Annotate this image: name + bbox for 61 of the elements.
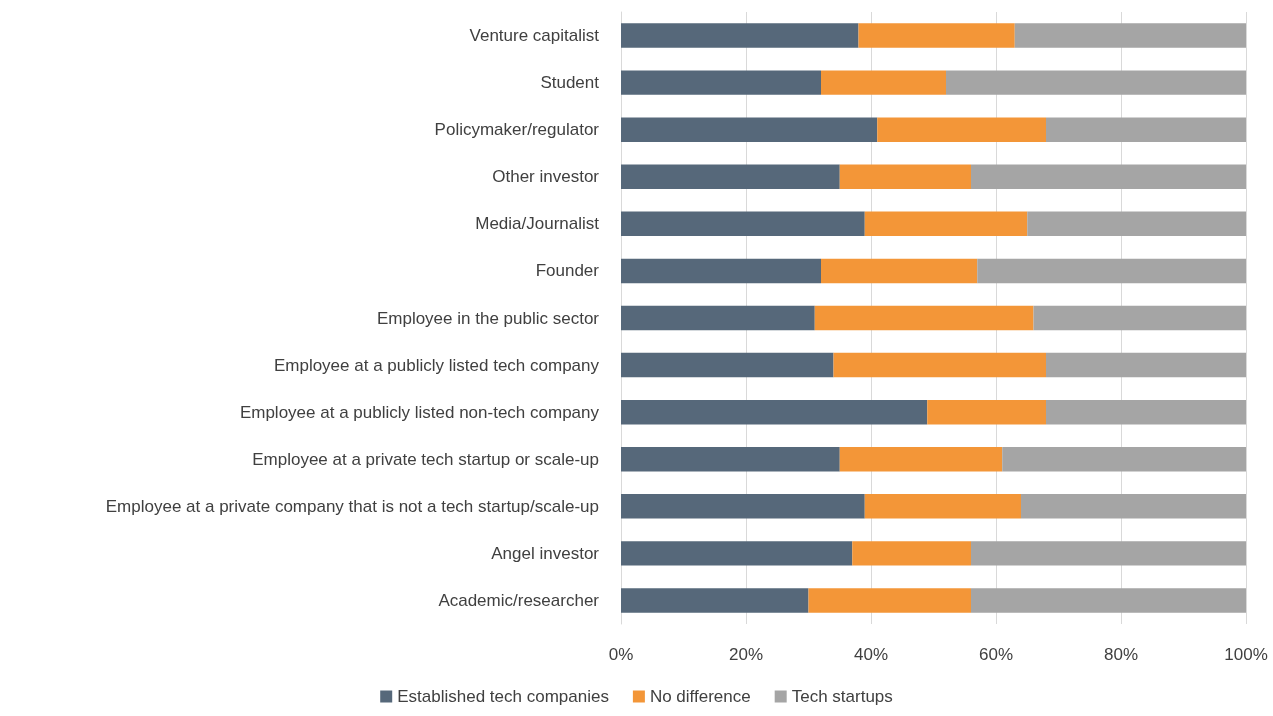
x-tick-label: 100% bbox=[1224, 645, 1268, 664]
bar bbox=[971, 541, 1246, 566]
bar bbox=[621, 494, 865, 519]
y-tick-label: Employee at a private company that is not a tech startup/scale-up bbox=[105, 496, 599, 516]
x-tick-label: 60% bbox=[978, 645, 1014, 664]
bar bbox=[821, 70, 946, 95]
x-tick-label: 40% bbox=[853, 645, 889, 664]
bar bbox=[946, 70, 1246, 95]
bar bbox=[621, 305, 815, 331]
bar bbox=[821, 258, 978, 284]
bar bbox=[1002, 446, 1246, 472]
bar bbox=[971, 164, 1246, 190]
bar bbox=[814, 305, 1034, 331]
bar bbox=[621, 70, 821, 95]
legend-label: Tech startups bbox=[791, 687, 893, 706]
y-tick-label: Academic/researcher bbox=[438, 590, 600, 610]
bar bbox=[852, 541, 971, 566]
bar bbox=[621, 258, 821, 284]
bar bbox=[839, 164, 971, 190]
y-tick-label: Other investor bbox=[492, 167, 600, 187]
bar bbox=[621, 588, 809, 613]
y-tick-label: Employee at a private tech startup or scale-up bbox=[252, 449, 599, 469]
y-tick-label: Venture capitalist bbox=[469, 26, 600, 46]
bar bbox=[1046, 117, 1246, 142]
bar bbox=[877, 117, 1046, 142]
y-tick-label: Employee in the public sector bbox=[376, 308, 600, 328]
y-tick-label: Founder bbox=[535, 261, 600, 281]
bar bbox=[1021, 494, 1246, 519]
bar bbox=[621, 541, 853, 566]
bar bbox=[858, 23, 1015, 48]
bar bbox=[833, 352, 1046, 378]
bar bbox=[1027, 211, 1246, 237]
bar bbox=[621, 399, 928, 425]
y-tick-label: Angel investor bbox=[491, 543, 600, 563]
bar bbox=[864, 211, 1028, 237]
y-tick-label: Employee at a publicly listed non-tech company bbox=[239, 402, 600, 422]
y-tick-label: Employee at a publicly listed tech company bbox=[273, 355, 600, 375]
bar bbox=[621, 352, 834, 378]
bar bbox=[621, 117, 878, 142]
legend-label: Established tech companies bbox=[397, 687, 609, 706]
x-tick-label: 80% bbox=[1103, 645, 1139, 664]
bar bbox=[621, 211, 865, 237]
x-tick-label: 20% bbox=[728, 645, 764, 664]
bar bbox=[1014, 23, 1246, 48]
bar bbox=[927, 399, 1046, 425]
bar bbox=[621, 23, 859, 48]
bar bbox=[621, 164, 840, 190]
bar bbox=[864, 494, 1021, 519]
bar bbox=[1033, 305, 1246, 331]
bar bbox=[621, 446, 840, 472]
legend-label: No difference bbox=[649, 687, 751, 706]
y-tick-label: Policymaker/regulator bbox=[434, 120, 600, 140]
y-tick-label: Media/Journalist bbox=[475, 214, 600, 234]
bar bbox=[977, 258, 1246, 284]
x-tick-label: 0% bbox=[608, 645, 634, 664]
bar bbox=[1046, 399, 1246, 425]
bar bbox=[971, 588, 1246, 613]
bar bbox=[808, 588, 971, 613]
y-tick-label: Student bbox=[540, 73, 600, 93]
bar bbox=[1046, 352, 1246, 378]
bar bbox=[839, 446, 1003, 472]
